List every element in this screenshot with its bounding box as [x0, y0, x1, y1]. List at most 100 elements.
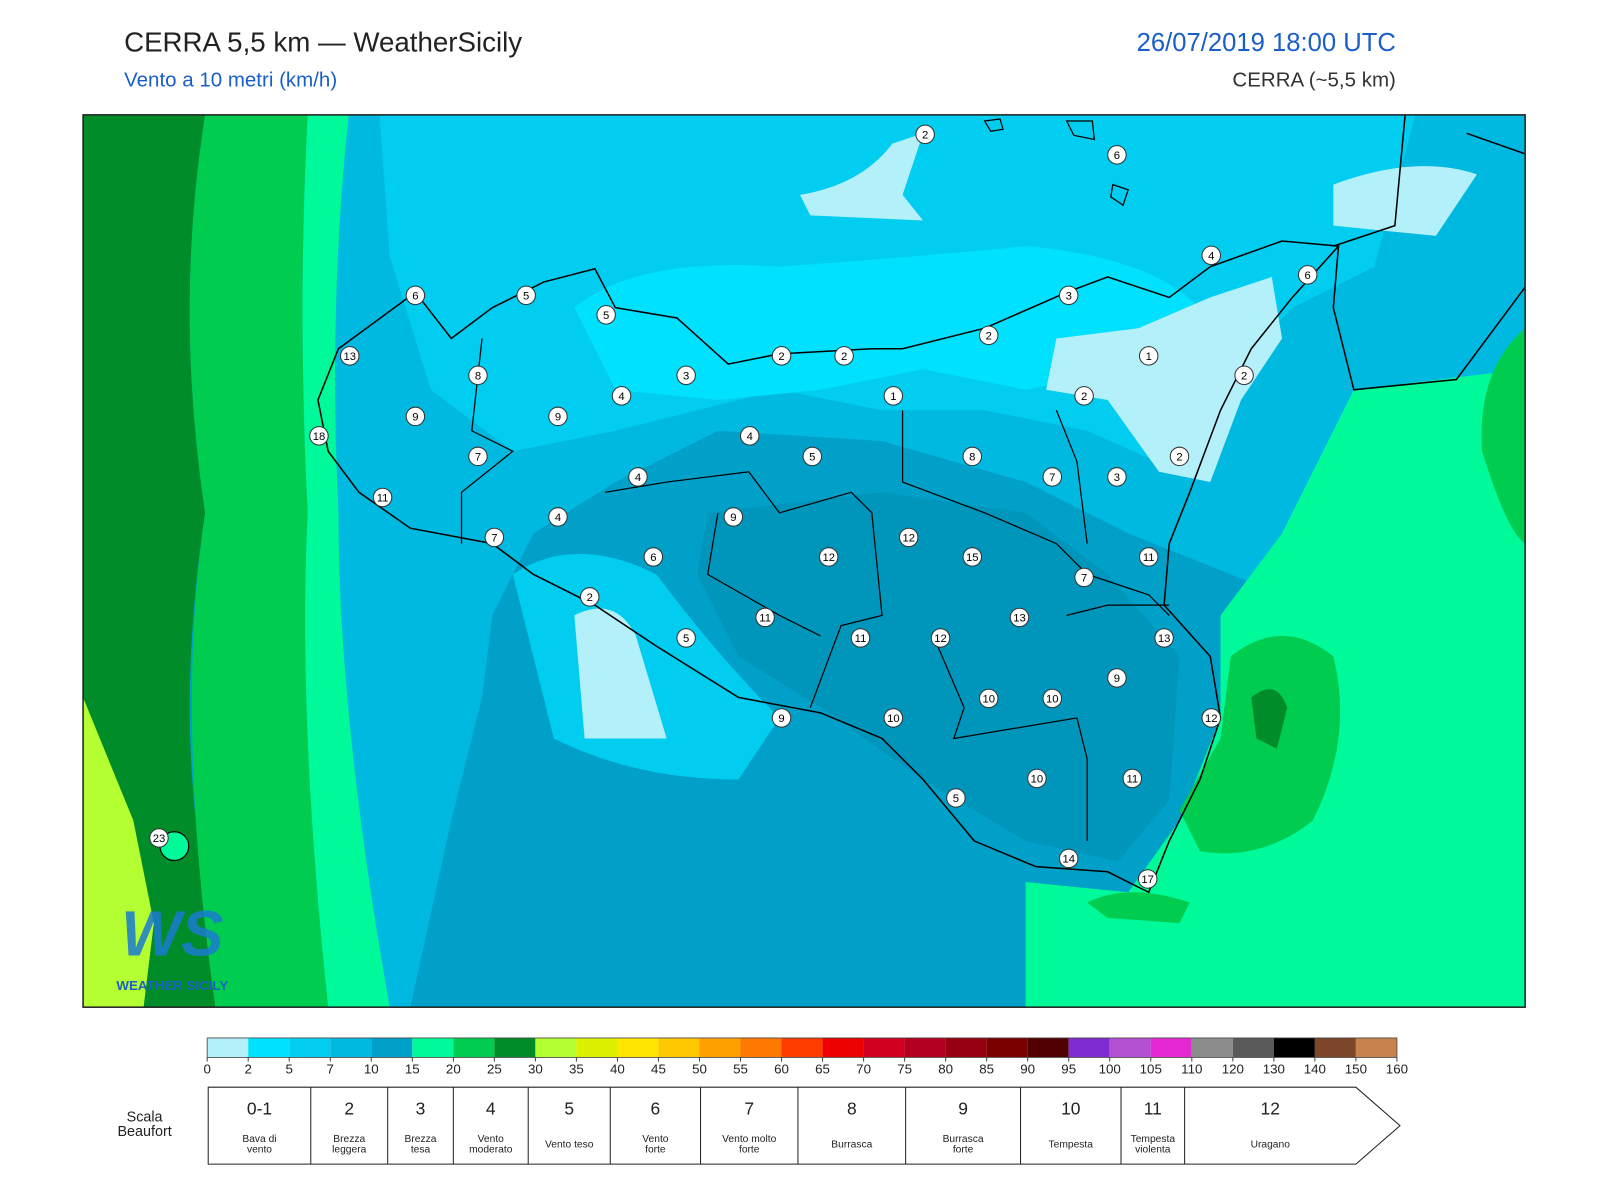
station-marker: [468, 446, 488, 467]
station-value: 2: [1241, 370, 1247, 382]
colorbar-tick-label: 85: [979, 1061, 994, 1076]
station-marker: [818, 547, 839, 567]
station-marker: [1201, 708, 1222, 728]
colorbar-tick-label: 90: [1020, 1061, 1035, 1076]
station-marker: [596, 305, 616, 325]
colorbar: 0 2 5 7 10 15 20 25 30 35 40 45 50 55 60 65 70 75 80 85 90 95…: [203, 1037, 1408, 1076]
station-value: 2: [986, 330, 992, 342]
station-marker: [898, 527, 919, 548]
station-marker: [883, 386, 904, 406]
colorbar-tick-label: 60: [774, 1061, 789, 1076]
colorbar-tick-label: 25: [487, 1061, 502, 1076]
station-value: 12: [902, 532, 915, 544]
station-marker: [1042, 467, 1063, 487]
colorbar-segment: [1314, 1037, 1356, 1058]
colorbar-tick-label: 30: [528, 1061, 543, 1076]
beaufort-force: 2: [344, 1098, 354, 1118]
station-marker: [1074, 386, 1094, 406]
station-marker: [516, 285, 536, 306]
station-value: 8: [475, 370, 481, 382]
station-marker: [850, 628, 871, 648]
station-marker: [1058, 848, 1079, 869]
colorbar-segment: [699, 1037, 741, 1058]
colorbar-segment: [330, 1037, 372, 1058]
beaufort-desc: moderato: [469, 1144, 513, 1155]
beaufort-label: Beaufort: [117, 1124, 171, 1140]
station-value: 2: [841, 351, 847, 363]
station-value: 10: [1031, 773, 1044, 785]
beaufort-force: 8: [847, 1098, 857, 1118]
station-value: 23: [153, 833, 166, 845]
colorbar-segment: [740, 1037, 782, 1058]
station-value: 4: [635, 472, 641, 484]
station-marker: [405, 406, 426, 427]
map-field: [83, 114, 1526, 1008]
station-marker: [1058, 285, 1079, 306]
beaufort-desc: tesa: [411, 1144, 431, 1155]
station-value: 5: [523, 290, 529, 302]
beaufort-desc: violenta: [1135, 1144, 1171, 1155]
colorbar-tick-label: 75: [897, 1061, 912, 1076]
colorbar-segment: [1232, 1037, 1274, 1058]
datetime: 26/07/2019 18:00 UTC: [1137, 29, 1396, 57]
station-value: 14: [1062, 853, 1075, 865]
beaufort-desc: Brezza: [405, 1134, 437, 1145]
colorbar-segment: [535, 1037, 577, 1058]
beaufort-desc: Tempesta: [1049, 1139, 1094, 1150]
station-value: 13: [1013, 612, 1026, 624]
station-marker: [340, 346, 360, 366]
beaufort-desc: Burrasca: [943, 1134, 984, 1145]
station-marker: [1027, 768, 1047, 789]
colorbar-tick-label: 130: [1263, 1061, 1285, 1076]
colorbar-tick-label: 35: [569, 1061, 584, 1076]
station-marker: [643, 547, 664, 567]
station-value: 1: [1146, 351, 1152, 363]
station-marker: [372, 487, 393, 508]
colorbar-segment: [1191, 1037, 1233, 1058]
colorbar-tick-label: 15: [405, 1061, 420, 1076]
station-marker: [802, 446, 823, 467]
beaufort-desc: forte: [953, 1144, 974, 1155]
station-value: 10: [1046, 693, 1059, 705]
station-marker: [611, 386, 632, 406]
beaufort-desc: Vento molto: [722, 1134, 776, 1145]
beaufort-desc: Brezza: [333, 1134, 365, 1145]
station-value: 15: [966, 552, 979, 564]
beaufort-desc: Burrasca: [831, 1139, 872, 1150]
station-value: 2: [1176, 451, 1182, 463]
station-marker: [628, 467, 648, 487]
colorbar-tick-label: 40: [610, 1061, 625, 1076]
colorbar-tick-label: 150: [1345, 1061, 1367, 1076]
station-marker: [930, 628, 951, 648]
station-value: 5: [953, 793, 959, 805]
station-marker: [1009, 607, 1030, 628]
model: CERRA (~5,5 km): [1232, 68, 1395, 91]
station-marker: [1074, 567, 1094, 588]
station-value: 8: [969, 451, 975, 463]
station-marker: [149, 828, 169, 848]
station-marker: [1107, 668, 1127, 688]
station-marker: [309, 426, 329, 446]
station-marker: [1154, 628, 1174, 648]
beaufort-desc: Bava di: [242, 1134, 276, 1145]
colorbar-tick-label: 100: [1099, 1061, 1121, 1076]
station-value: 13: [343, 351, 356, 363]
colorbar-segment: [1273, 1037, 1315, 1058]
station-marker: [755, 607, 775, 628]
colorbar-segment: [453, 1037, 495, 1058]
beaufort-frame: [207, 1086, 1401, 1165]
logo-mark: WS: [121, 898, 223, 969]
station-value: 3: [1114, 472, 1120, 484]
beaufort-force: 10: [1061, 1098, 1081, 1118]
colorbar-tick-label: 70: [856, 1061, 871, 1076]
station-marker: [468, 365, 488, 386]
station-marker: [915, 124, 935, 145]
colorbar-tick-label: 110: [1181, 1061, 1202, 1076]
station-marker: [1169, 446, 1190, 467]
colorbar-tick-label: 65: [815, 1061, 830, 1076]
colorbar-tick-label: 10: [364, 1061, 379, 1076]
station-marker: [1042, 688, 1063, 709]
station-value: 6: [1305, 270, 1311, 282]
station-marker: [1107, 467, 1127, 487]
